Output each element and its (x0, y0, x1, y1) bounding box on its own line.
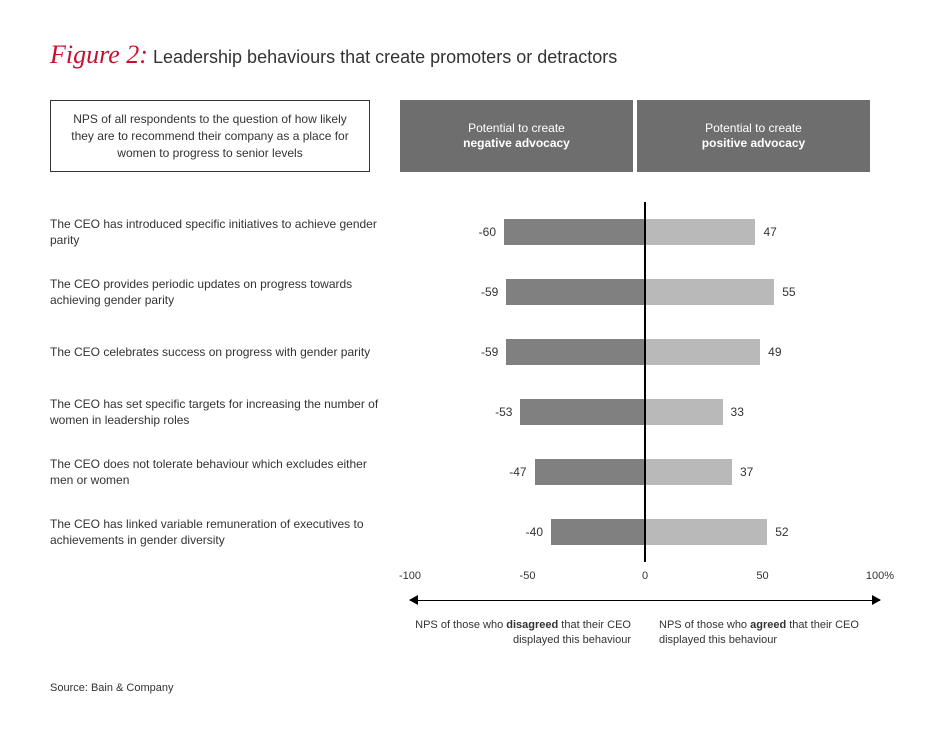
caption-pos-bold: agreed (750, 619, 786, 631)
center-axis-line (644, 202, 646, 562)
arrow-left-icon (409, 595, 418, 605)
negative-value: -59 (481, 345, 498, 359)
row-label: The CEO provides periodic updates on pro… (50, 276, 410, 310)
row-label: The CEO celebrates success on progress w… (50, 344, 410, 361)
axis-area: -100-50050100% (410, 570, 880, 590)
positive-bar (645, 279, 774, 305)
chart-row: The CEO has linked variable remuneration… (50, 502, 900, 562)
caption-area: NPS of those who disagreed that their CE… (410, 618, 880, 648)
negative-value: -40 (526, 525, 543, 539)
top-header-row: NPS of all respondents to the question o… (50, 100, 900, 172)
positive-bar (645, 459, 732, 485)
positive-value: 49 (768, 345, 781, 359)
caption-neg-pre: NPS of those who (415, 619, 506, 631)
axis-tick: 100% (866, 570, 894, 582)
caption-neg-bold: disagreed (506, 619, 558, 631)
axis-tick: -50 (520, 570, 536, 582)
pos-adv-line2: positive advocacy (702, 136, 805, 152)
figure-label: Figure 2: (50, 40, 148, 69)
positive-bar (645, 219, 755, 245)
positive-value: 33 (731, 405, 744, 419)
positive-bar (645, 339, 760, 365)
positive-bar (645, 519, 767, 545)
pos-adv-line1: Potential to create (705, 121, 802, 137)
negative-bar (535, 459, 645, 485)
negative-value: -60 (479, 225, 496, 239)
row-label: The CEO has set specific targets for inc… (50, 396, 410, 430)
arrow-line (410, 600, 880, 601)
figure-title: Figure 2: Leadership behaviours that cre… (50, 40, 900, 70)
neg-adv-line2: negative advocacy (463, 136, 570, 152)
axis-row: -100 -50 0 50 100% (50, 570, 900, 590)
negative-value: -47 (509, 465, 526, 479)
neg-adv-line1: Potential to create (468, 121, 565, 137)
negative-bar (506, 339, 645, 365)
chart-row: The CEO has introduced specific initiati… (50, 202, 900, 262)
chart-row: The CEO provides periodic updates on pro… (50, 262, 900, 322)
negative-bar (506, 279, 645, 305)
negative-bar (520, 399, 645, 425)
caption-row: NPS of those who disagreed that their CE… (50, 618, 900, 648)
chart-row: The CEO celebrates success on progress w… (50, 322, 900, 382)
chart-row: The CEO has set specific targets for inc… (50, 382, 900, 442)
source-text: Source: Bain & Company (50, 682, 900, 694)
nps-description-box: NPS of all respondents to the question o… (50, 100, 370, 172)
axis-tick: 50 (756, 570, 768, 582)
positive-bar (645, 399, 723, 425)
chart-rows: The CEO has introduced specific initiati… (50, 202, 900, 562)
positive-value: 55 (782, 285, 795, 299)
positive-value: 37 (740, 465, 753, 479)
figure-title-text: Leadership behaviours that create promot… (153, 47, 617, 67)
axis-arrow (410, 592, 880, 610)
chart-row: The CEO does not tolerate behaviour whic… (50, 442, 900, 502)
row-label: The CEO has introduced specific initiati… (50, 216, 410, 250)
negative-value: -59 (481, 285, 498, 299)
axis-tick: 0 (642, 570, 648, 582)
arrow-right-icon (872, 595, 881, 605)
negative-bar (504, 219, 645, 245)
caption-pos-pre: NPS of those who (659, 619, 750, 631)
negative-advocacy-header: Potential to create negative advocacy (400, 100, 633, 172)
positive-advocacy-header: Potential to create positive advocacy (637, 100, 870, 172)
positive-value: 47 (763, 225, 776, 239)
negative-bar (551, 519, 645, 545)
negative-value: -53 (495, 405, 512, 419)
positive-value: 52 (775, 525, 788, 539)
caption-positive: NPS of those who agreed that their CEO d… (645, 618, 880, 648)
advocacy-headers: Potential to create negative advocacy Po… (400, 100, 900, 172)
row-label: The CEO has linked variable remuneration… (50, 516, 410, 550)
axis-arrow-row (50, 592, 900, 610)
row-label: The CEO does not tolerate behaviour whic… (50, 456, 410, 490)
caption-negative: NPS of those who disagreed that their CE… (410, 618, 645, 648)
axis-tick: -100 (399, 570, 421, 582)
